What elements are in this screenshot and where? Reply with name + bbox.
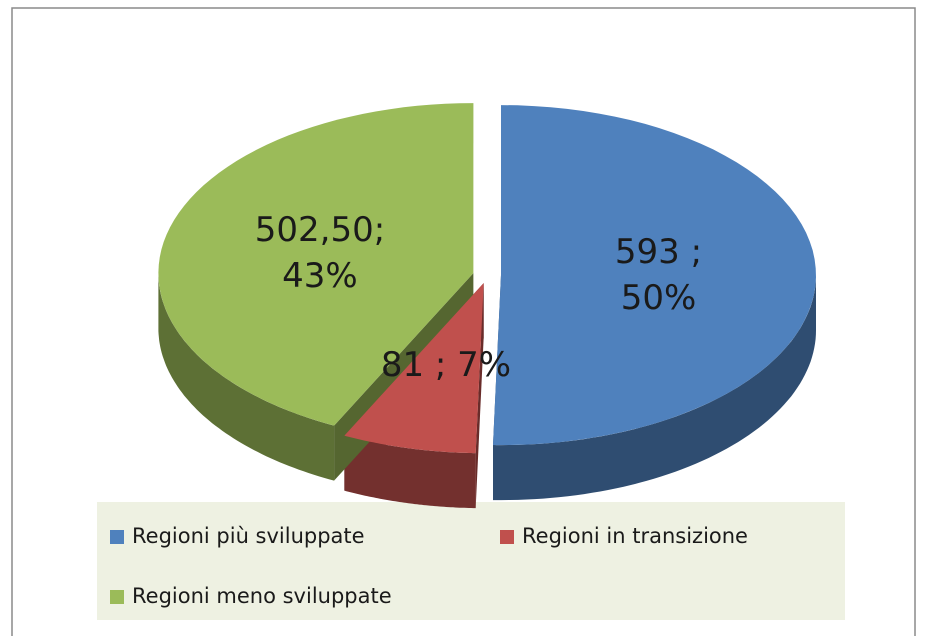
legend-swatch <box>110 590 124 604</box>
data-label: 593 ; 50% <box>614 232 703 319</box>
legend-swatch <box>110 530 124 544</box>
data-label-box: 81 ; 7% <box>380 344 512 385</box>
data-label: 502,50; 43% <box>254 209 386 296</box>
slice <box>158 103 474 426</box>
legend-label: Regioni meno sviluppate <box>132 584 392 608</box>
slice-side <box>493 275 816 501</box>
slice <box>344 283 484 454</box>
legend-label: Regioni in transizione <box>522 524 748 548</box>
legend-swatch <box>500 530 514 544</box>
slice <box>493 105 816 446</box>
slice-side <box>158 273 335 481</box>
slice-side <box>344 435 476 509</box>
legend-box <box>97 502 845 620</box>
data-label: 81 ; 7% <box>380 344 512 385</box>
legend-label: Regioni più sviluppate <box>132 524 365 548</box>
data-label-box: 593 ; 50% <box>614 232 703 319</box>
data-label-box: 502,50; 43% <box>254 209 386 296</box>
